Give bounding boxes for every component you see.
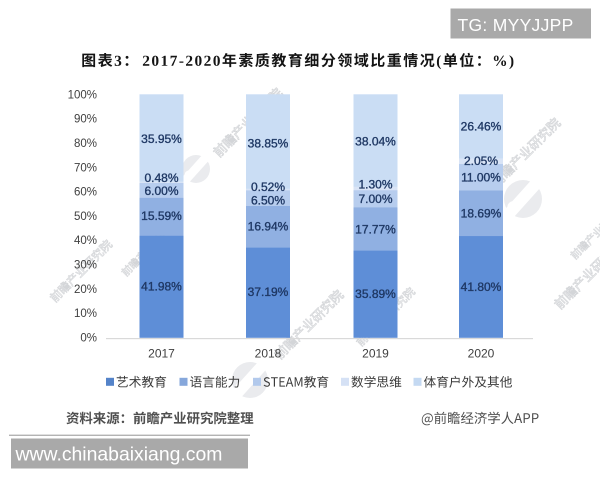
svg-text:90%: 90% (74, 114, 97, 126)
svg-text:38.85%: 38.85% (248, 137, 289, 151)
svg-text:35.95%: 35.95% (141, 132, 182, 146)
svg-text:38.04%: 38.04% (355, 135, 396, 149)
svg-text:70%: 70% (74, 162, 97, 174)
svg-text:0.52%: 0.52% (251, 180, 285, 194)
svg-text:100%: 100% (68, 89, 97, 101)
svg-text:7.00%: 7.00% (358, 192, 392, 206)
svg-text:15.59%: 15.59% (141, 209, 182, 223)
svg-text:60%: 60% (74, 187, 97, 199)
svg-text:11.00%: 11.00% (461, 171, 501, 185)
svg-text:6.50%: 6.50% (251, 194, 285, 208)
svg-text:26.46%: 26.46% (461, 120, 502, 134)
svg-text:30%: 30% (74, 260, 97, 272)
svg-text:2019: 2019 (362, 347, 389, 361)
svg-text:41.80%: 41.80% (461, 280, 502, 294)
svg-text:1.30%: 1.30% (358, 178, 392, 192)
svg-text:2020: 2020 (468, 347, 495, 361)
svg-text:2018: 2018 (255, 347, 282, 361)
svg-text:17.77%: 17.77% (355, 223, 396, 237)
svg-text:2017: 2017 (148, 347, 175, 361)
svg-text:80%: 80% (74, 138, 97, 150)
svg-text:www.chinabaixiang.com: www.chinabaixiang.com (15, 443, 223, 465)
svg-text:20%: 20% (74, 284, 97, 296)
svg-text:35.89%: 35.89% (355, 287, 396, 301)
svg-text:6.00%: 6.00% (144, 184, 178, 198)
svg-text:40%: 40% (74, 235, 97, 247)
svg-text:10%: 10% (74, 308, 97, 320)
svg-text:16.94%: 16.94% (248, 220, 289, 234)
svg-text:50%: 50% (74, 211, 97, 223)
svg-text:0%: 0% (80, 333, 97, 345)
svg-text:0.48%: 0.48% (144, 171, 178, 185)
svg-text:TG: MYYJJPP: TG: MYYJJPP (458, 15, 574, 35)
svg-text:18.69%: 18.69% (461, 207, 502, 221)
svg-text:41.98%: 41.98% (141, 280, 182, 294)
svg-text:2.05%: 2.05% (464, 154, 498, 168)
svg-text:37.19%: 37.19% (248, 285, 289, 299)
